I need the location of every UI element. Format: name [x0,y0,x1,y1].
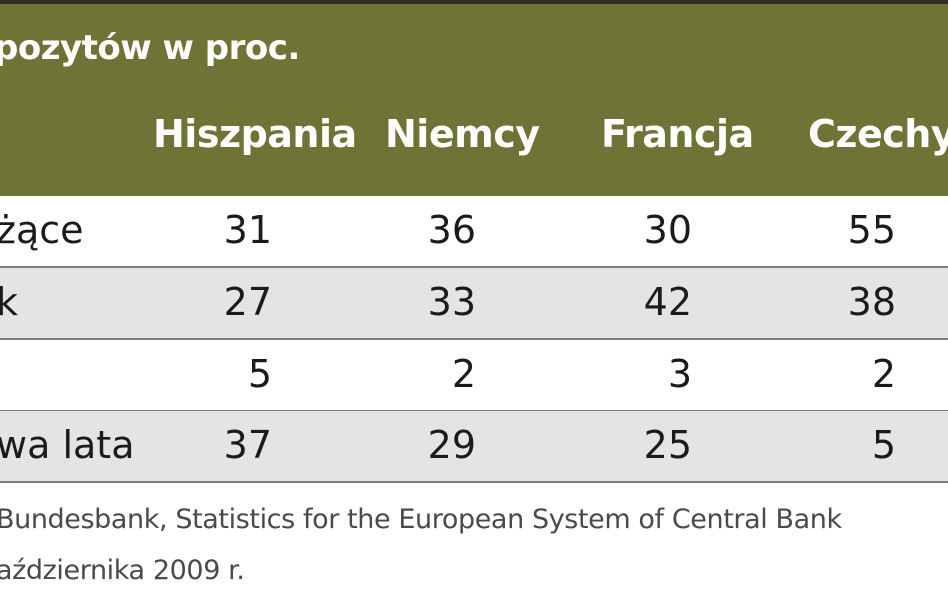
table-cell-value: 37 [223,423,272,467]
table-cell-value: 30 [643,208,692,252]
table-cell-value: 27 [223,280,272,324]
table-row: 5 2 3 2 [0,340,948,412]
table-header: pozytów w proc. Hiszpania Niemcy Francja… [0,0,948,196]
table-cell-value: 33 [427,280,476,324]
table-cell-value: 2 [871,352,896,396]
table-subtitle: pozytów w proc. [0,28,300,68]
column-header-francja: Francja [601,112,754,156]
table-cell-value: 25 [643,423,692,467]
column-header-hiszpania: Hiszpania [153,112,357,156]
table-cell-value: 36 [427,208,476,252]
table-cell-value: 38 [847,280,896,324]
table-row: k 27 33 42 38 [0,268,948,340]
table-cell-value: 31 [223,208,272,252]
table-cell-value: 42 [643,280,692,324]
table-cell-value: 3 [667,352,692,396]
table-cell-value: 29 [427,423,476,467]
source-note: Bundesbank, Statistics for the European … [0,504,842,535]
row-label: wa lata [0,423,135,467]
row-label: k [0,280,19,324]
row-label: żące [0,208,84,252]
column-header-niemcy: Niemcy [385,112,540,156]
date-note: aździernika 2009 r. [0,555,245,586]
table-cell-value: 55 [847,208,896,252]
table-row: żące 31 36 30 55 [0,196,948,268]
table-cell-value: 5 [247,352,272,396]
table-row: wa lata 37 29 25 5 [0,411,948,483]
column-header-czechy: Czechy [808,112,948,156]
table-cell-value: 2 [451,352,476,396]
table-cell-value: 5 [871,423,896,467]
